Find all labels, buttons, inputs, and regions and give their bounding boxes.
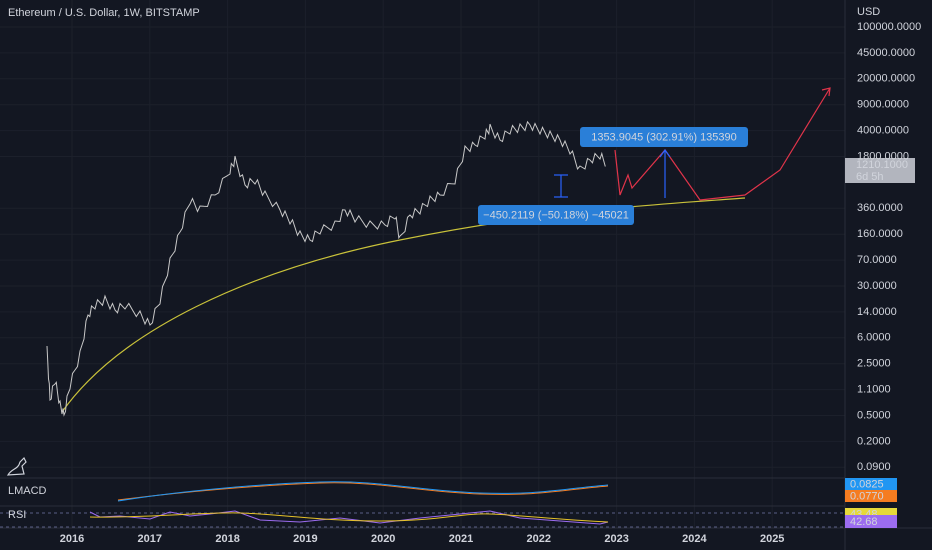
rsi-line xyxy=(89,510,609,525)
price-tick-label: 0.2000 xyxy=(857,435,891,447)
measure-label-box xyxy=(580,127,748,147)
lmacd-line xyxy=(117,481,609,502)
time-tick-label: 2020 xyxy=(371,533,395,545)
value-badge xyxy=(845,478,897,490)
value-badge xyxy=(845,490,897,502)
indicator-label: RSI xyxy=(8,509,26,521)
price-tick-label: 6.0000 xyxy=(857,332,891,344)
price-tick-label: 20000.0000 xyxy=(857,73,915,85)
grid xyxy=(0,0,845,528)
price-tick-label: 0.0900 xyxy=(857,461,891,473)
logo xyxy=(6,456,27,476)
time-tick-label: 2024 xyxy=(682,533,707,545)
value-label: 0.0825 xyxy=(850,478,884,490)
time-tick-label: 2016 xyxy=(60,533,84,545)
price-tick-label: 9000.0000 xyxy=(857,99,909,111)
time-tick-label: 2017 xyxy=(138,533,162,545)
price-tick-label: 360.0000 xyxy=(857,202,903,214)
time-tick-label: 2025 xyxy=(760,533,784,545)
price-tick-label: 100000.0000 xyxy=(857,21,921,33)
countdown: 6d 5h xyxy=(856,171,884,183)
value-label: 0.0770 xyxy=(850,490,884,502)
trend-curve xyxy=(61,197,746,413)
price-tick-label: 1.1000 xyxy=(857,384,891,396)
time-tick-label: 2022 xyxy=(527,533,551,545)
rsi-average xyxy=(89,512,609,523)
price-tick-label: 4000.0000 xyxy=(857,125,909,137)
currency-label: USD xyxy=(857,6,880,18)
price-tick-label: 14.0000 xyxy=(857,306,897,318)
value-label: 42.68 xyxy=(850,516,878,528)
measure-label: 1353.9045 (302.91%) 135390 xyxy=(591,131,737,143)
price-tick-label: 70.0000 xyxy=(857,254,897,266)
lmacd-signal xyxy=(117,482,609,501)
value-badge xyxy=(845,515,897,528)
current-price-box xyxy=(845,158,915,183)
measure-label-box xyxy=(478,205,634,225)
measure-arrow-head xyxy=(659,148,671,158)
price-tick-label: 160.0000 xyxy=(857,228,903,240)
price-series xyxy=(46,120,606,417)
axes: 100000.0000 45000.0000 20000.0000 9000.0000… xyxy=(60,21,921,545)
time-tick-label: 2018 xyxy=(215,533,239,545)
indicator-label: LMACD xyxy=(8,485,47,497)
chart-title: Ethereum / U.S. Dollar, 1W, BITSTAMP xyxy=(8,7,200,19)
current-price: 1210.1000 xyxy=(856,159,908,171)
measure-label: −450.2119 (−50.18%) −45021 xyxy=(483,209,629,221)
time-tick-label: 2019 xyxy=(293,533,317,545)
price-tick-label: 2.5000 xyxy=(857,358,891,370)
time-tick-label: 2021 xyxy=(449,533,473,545)
price-tick-label: 45000.0000 xyxy=(857,47,915,59)
time-tick-label: 2023 xyxy=(604,533,628,545)
price-tick-label: 1800.0000 xyxy=(857,150,909,162)
projection-arrow xyxy=(821,87,831,97)
price-tick-label: 0.5000 xyxy=(857,409,891,421)
price-tick-label: 30.0000 xyxy=(857,280,897,292)
